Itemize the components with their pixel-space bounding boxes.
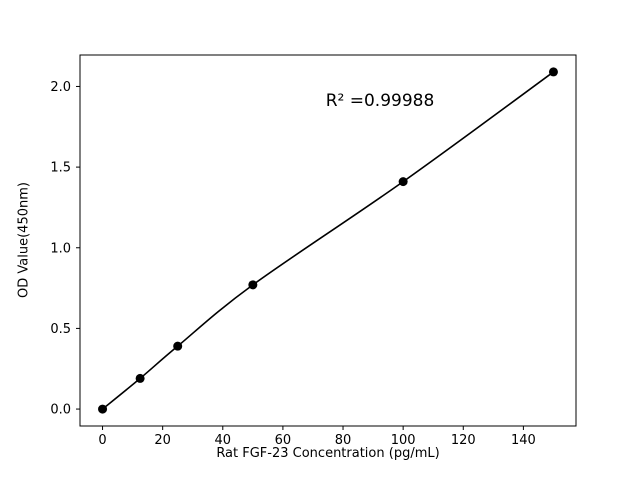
x-tick-label: 140	[511, 433, 536, 448]
x-tick-label: 100	[391, 433, 416, 448]
x-tick-label: 60	[275, 433, 292, 448]
fit-line	[102, 71, 554, 410]
y-tick-label: 0.0	[50, 403, 71, 418]
x-axis-label: Rat FGF-23 Concentration (pg/mL)	[216, 446, 440, 461]
data-point	[135, 373, 145, 383]
x-tick-label: 0	[98, 433, 106, 448]
y-axis-label: OD Value(450nm)	[16, 182, 32, 298]
data-point	[398, 177, 408, 187]
data-point	[548, 67, 558, 77]
data-point	[98, 404, 108, 414]
data-point	[173, 341, 183, 351]
x-tick-label: 20	[154, 433, 171, 448]
x-tick-label: 80	[335, 433, 352, 448]
y-tick-label: 1.5	[50, 161, 71, 176]
data-point	[248, 280, 258, 290]
y-tick-label: 1.0	[50, 241, 71, 256]
axes-frame	[79, 54, 577, 427]
r-squared-annotation: R² =0.99988	[325, 91, 435, 111]
y-tick-label: 0.5	[50, 322, 71, 337]
y-tick-label: 2.0	[50, 80, 71, 95]
x-tick-label: 120	[451, 433, 476, 448]
x-tick-label: 40	[215, 433, 232, 448]
